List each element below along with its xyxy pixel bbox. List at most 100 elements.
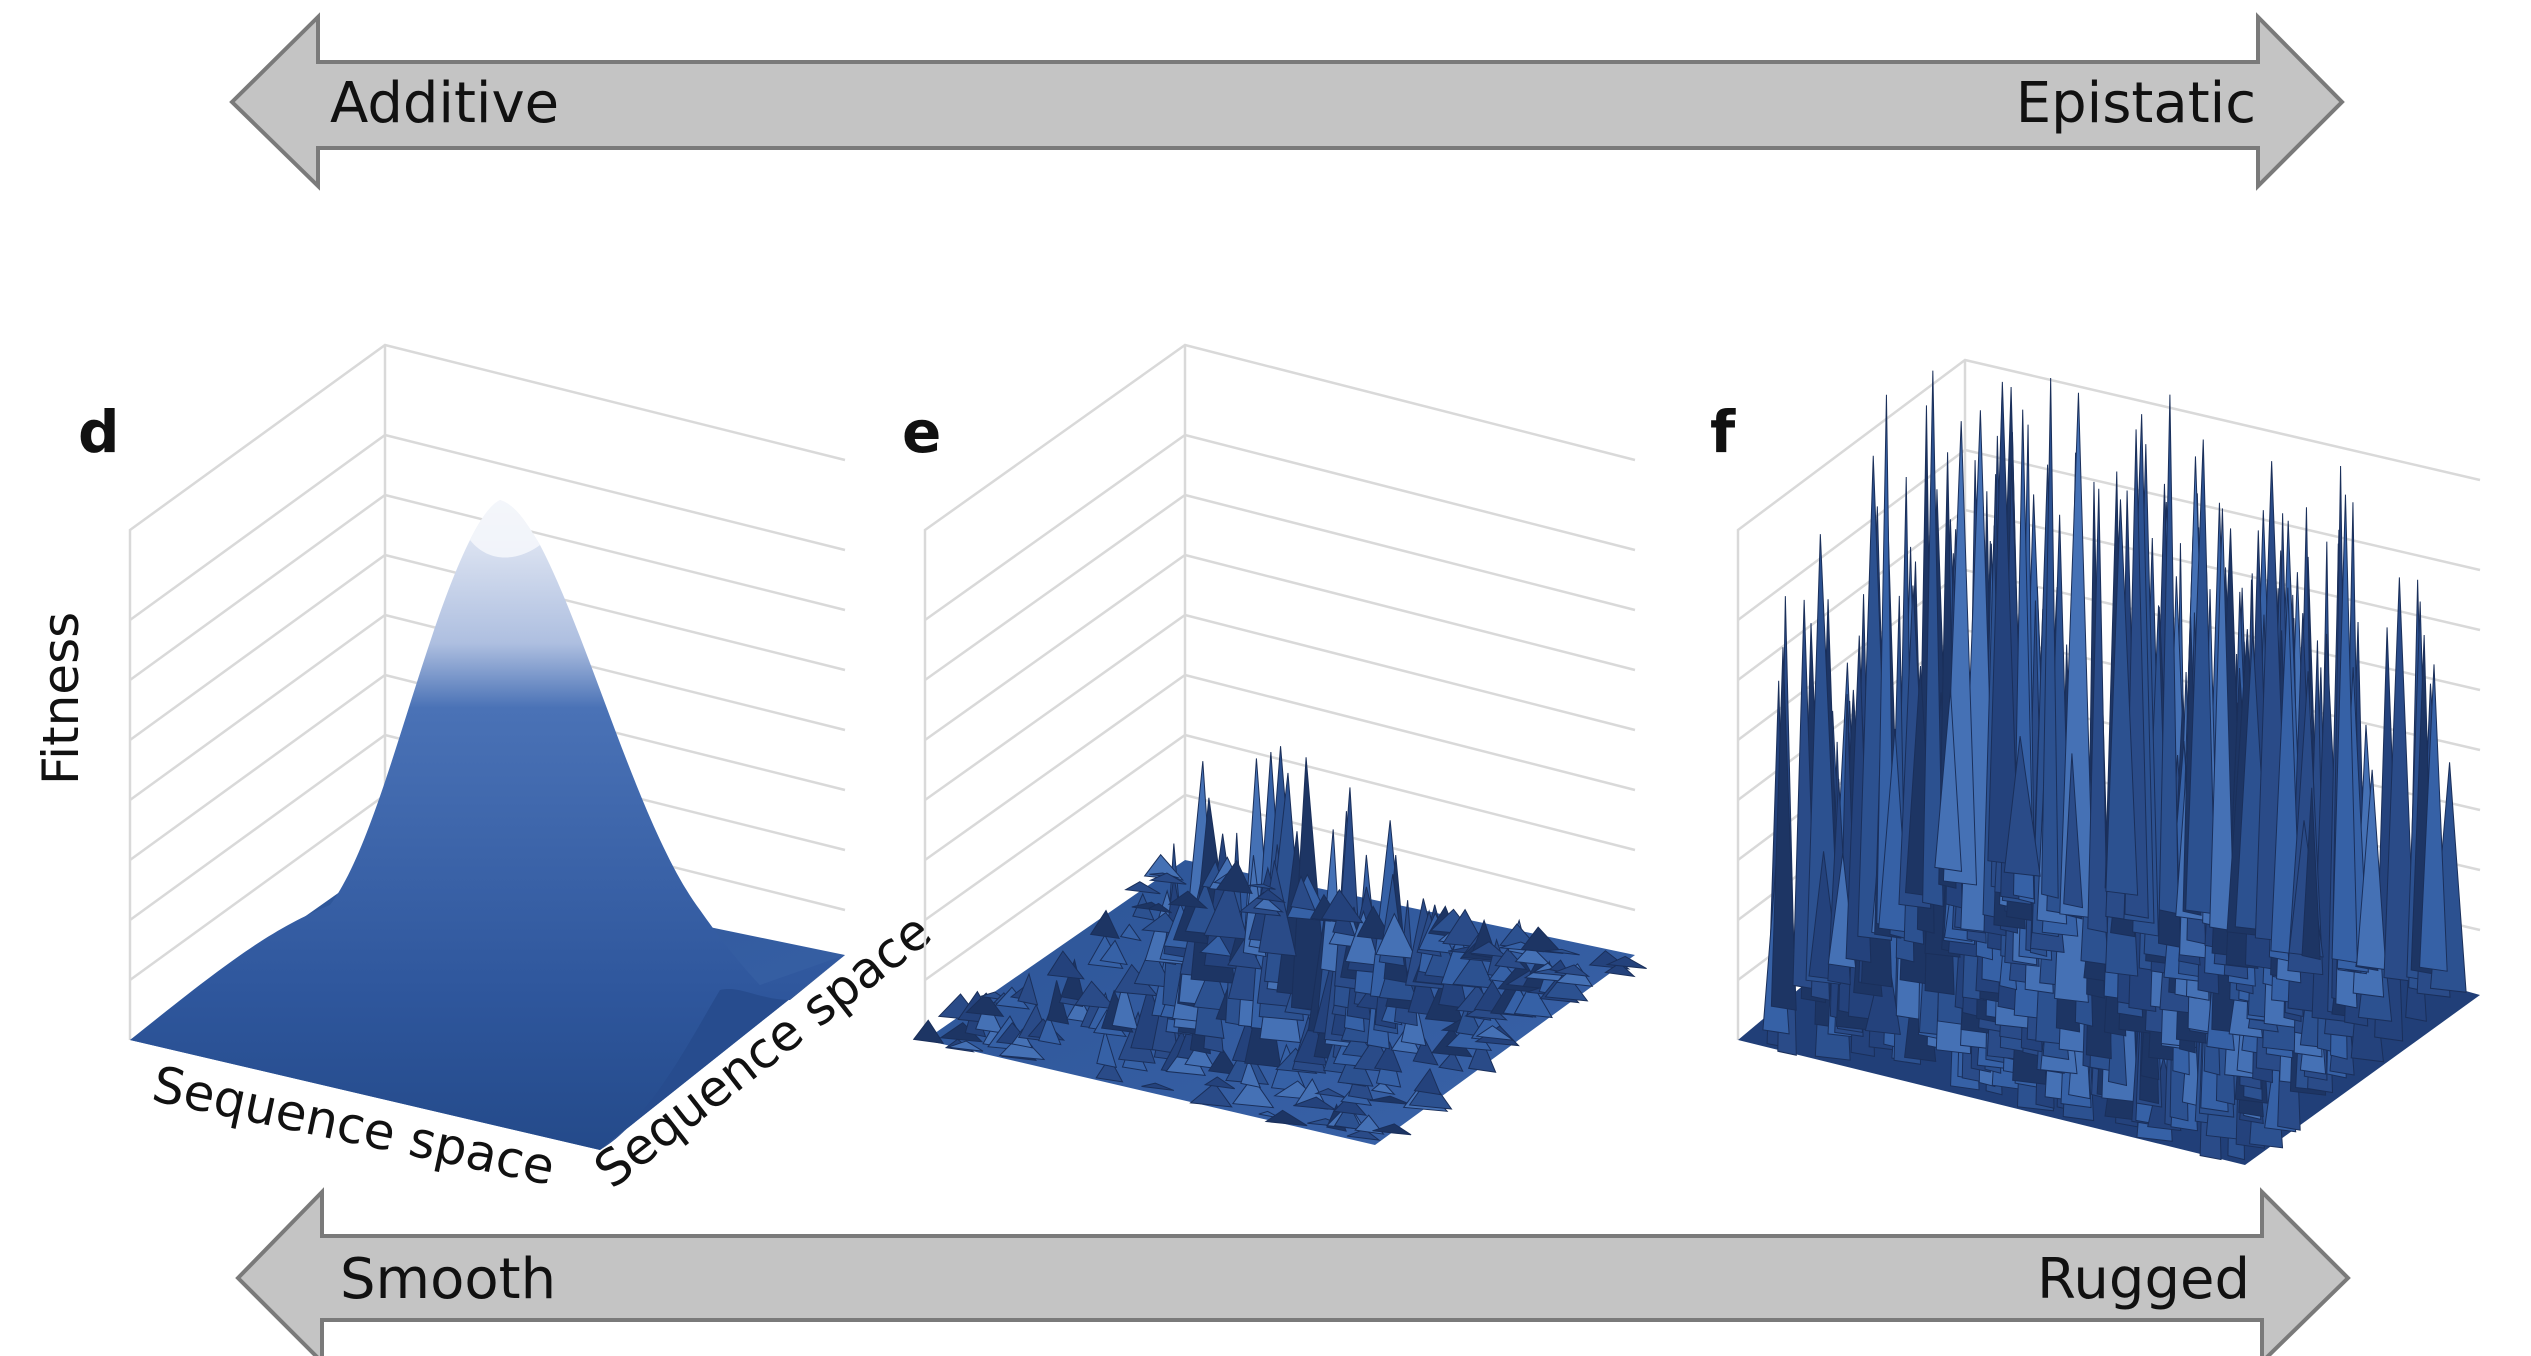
- surface-spike: [1189, 1082, 1233, 1108]
- surface-spike: [1520, 926, 1564, 955]
- surface-spike: [1356, 905, 1393, 941]
- surface-spike: [1373, 1041, 1403, 1073]
- surface-spike: [1184, 1040, 1216, 1069]
- surface-spike: [1452, 948, 1495, 989]
- surface-spike: [1247, 883, 1276, 890]
- surface-spike: [1513, 981, 1553, 1019]
- surface-spike: [1475, 1025, 1514, 1041]
- bottom-arrow: Smooth Rugged: [235, 1187, 2351, 1356]
- surface-spike: [1095, 1056, 1124, 1083]
- bottom-arrow-left-label: Smooth: [340, 1247, 556, 1312]
- surface-spike: [1017, 972, 1039, 1006]
- surface-spike: [2185, 439, 2217, 915]
- surface-spike: [2158, 394, 2179, 915]
- surface-spike: [1252, 896, 1284, 913]
- panel-e-gridlines: [923, 343, 1636, 1040]
- surface-spike: [2003, 736, 2041, 877]
- panel-f-surface: [1738, 370, 2480, 1165]
- surface-spike: [1096, 1028, 1118, 1068]
- surface-spike: [1987, 381, 2020, 866]
- surface-spike: [1934, 689, 1963, 873]
- surface-spike: [1922, 370, 1944, 907]
- panel-d-gridlines: [128, 343, 846, 1040]
- surface-spike: [1119, 923, 1142, 942]
- surface-spike: [1141, 1082, 1175, 1091]
- surface-spike: [1372, 1123, 1412, 1136]
- surface-spike: [1099, 939, 1128, 966]
- top-arrow-right-label: Epistatic: [2016, 71, 2256, 136]
- panel-e-surface: [912, 746, 1647, 1145]
- fitness-axis-label: Fitness: [32, 612, 90, 785]
- surface-spike: [1494, 947, 1528, 971]
- surface-spike: [1467, 1036, 1497, 1073]
- surface-spike: [1203, 1076, 1236, 1090]
- surface-spike: [1370, 1080, 1396, 1096]
- surface-spike: [1240, 1058, 1262, 1089]
- surface-spike: [1346, 1128, 1381, 1141]
- surface-spike: [1255, 888, 1287, 904]
- surface-spike: [1133, 944, 1173, 988]
- panel-letter-d: d: [78, 398, 120, 466]
- surface-spike: [1604, 962, 1636, 978]
- surface-spike: [1074, 980, 1117, 1010]
- surface-spike: [1167, 890, 1209, 909]
- surface-spike: [2419, 664, 2448, 972]
- surface-spike: [1231, 1076, 1275, 1109]
- surface-spike: [1468, 941, 1509, 958]
- surface-spike: [1146, 902, 1172, 914]
- surface-spike: [2270, 587, 2302, 956]
- surface-spike: [1314, 1087, 1346, 1098]
- surface-spike: [948, 1040, 984, 1052]
- surface-spike: [2301, 787, 2321, 961]
- surface-spike: [1514, 944, 1553, 967]
- surface-spike: [1046, 950, 1085, 980]
- surface-spike: [1805, 534, 1841, 985]
- panel-d: d Fitness Sequence space Sequence space: [32, 343, 942, 1199]
- surface-spike: [2059, 392, 2095, 919]
- surface-spike: [2105, 499, 2139, 896]
- surface-spike: [1203, 875, 1249, 940]
- surface-spike: [1554, 964, 1591, 977]
- surface-spike: [2331, 494, 2358, 964]
- top-arrow: Additive Epistatic: [229, 12, 2345, 191]
- surface-spike: [1413, 1067, 1442, 1096]
- panel-letter-f: f: [1710, 398, 1736, 466]
- surface-spike: [1438, 1050, 1464, 1072]
- surface-spike: [965, 992, 1005, 1018]
- surface-spike: [1332, 1094, 1368, 1116]
- surface-spike: [1060, 958, 1086, 1002]
- surface-spike: [1192, 960, 1231, 1012]
- surface-spike: [1455, 1001, 1484, 1038]
- surface-spike: [1375, 912, 1417, 960]
- surface-spike: [1124, 881, 1161, 895]
- surface-spike: [1320, 888, 1364, 924]
- surface-spike: [2087, 488, 2108, 934]
- surface-spike: [912, 1019, 945, 1044]
- surface-spike: [1264, 1109, 1308, 1127]
- surface-spike: [2383, 577, 2416, 983]
- surface-spike: [2356, 769, 2387, 971]
- panel-f: f: [1710, 358, 2481, 1165]
- surface-spike: [1605, 955, 1647, 970]
- surface-spike: [1148, 872, 1187, 885]
- panel-letter-e: e: [902, 398, 941, 466]
- surface-spike: [1442, 908, 1487, 948]
- surface-spike: [2063, 753, 2084, 909]
- bottom-arrow-right-label: Rugged: [2037, 1247, 2250, 1312]
- surface-spike: [1199, 934, 1233, 957]
- surface-spike: [1290, 874, 1316, 912]
- surface-spike: [2041, 378, 2059, 899]
- surface-spike: [1544, 970, 1589, 1002]
- panel-d-surface: [130, 500, 845, 1150]
- top-arrow-left-label: Additive: [330, 71, 559, 136]
- panel-e: e: [902, 343, 1647, 1145]
- surface-spike: [1369, 1095, 1411, 1106]
- surface-spike: [2209, 508, 2235, 932]
- surface-spike: [1412, 1036, 1439, 1066]
- top-arrow-shape: [229, 12, 2345, 191]
- surface-spike: [1037, 1013, 1062, 1046]
- surface-spike: [1770, 647, 1797, 1011]
- surface-spike: [1111, 978, 1139, 1031]
- surface-spike: [1215, 859, 1253, 895]
